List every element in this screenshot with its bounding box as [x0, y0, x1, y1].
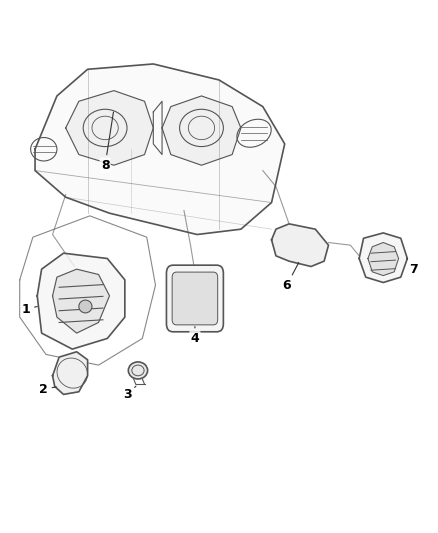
FancyBboxPatch shape: [166, 265, 223, 332]
Text: 2: 2: [39, 383, 57, 395]
Polygon shape: [272, 224, 328, 266]
Polygon shape: [37, 253, 125, 349]
Text: 1: 1: [22, 303, 37, 316]
Polygon shape: [53, 352, 88, 394]
Ellipse shape: [79, 300, 92, 313]
FancyBboxPatch shape: [172, 272, 218, 325]
Text: 4: 4: [191, 327, 199, 345]
Text: 3: 3: [123, 386, 136, 401]
Text: 8: 8: [101, 112, 113, 172]
Polygon shape: [162, 96, 241, 165]
Polygon shape: [368, 243, 399, 276]
Polygon shape: [35, 64, 285, 235]
Text: 6: 6: [283, 263, 299, 292]
Ellipse shape: [128, 362, 148, 379]
Polygon shape: [66, 91, 153, 165]
Text: 7: 7: [406, 258, 418, 276]
Polygon shape: [359, 233, 407, 282]
Polygon shape: [53, 269, 110, 333]
